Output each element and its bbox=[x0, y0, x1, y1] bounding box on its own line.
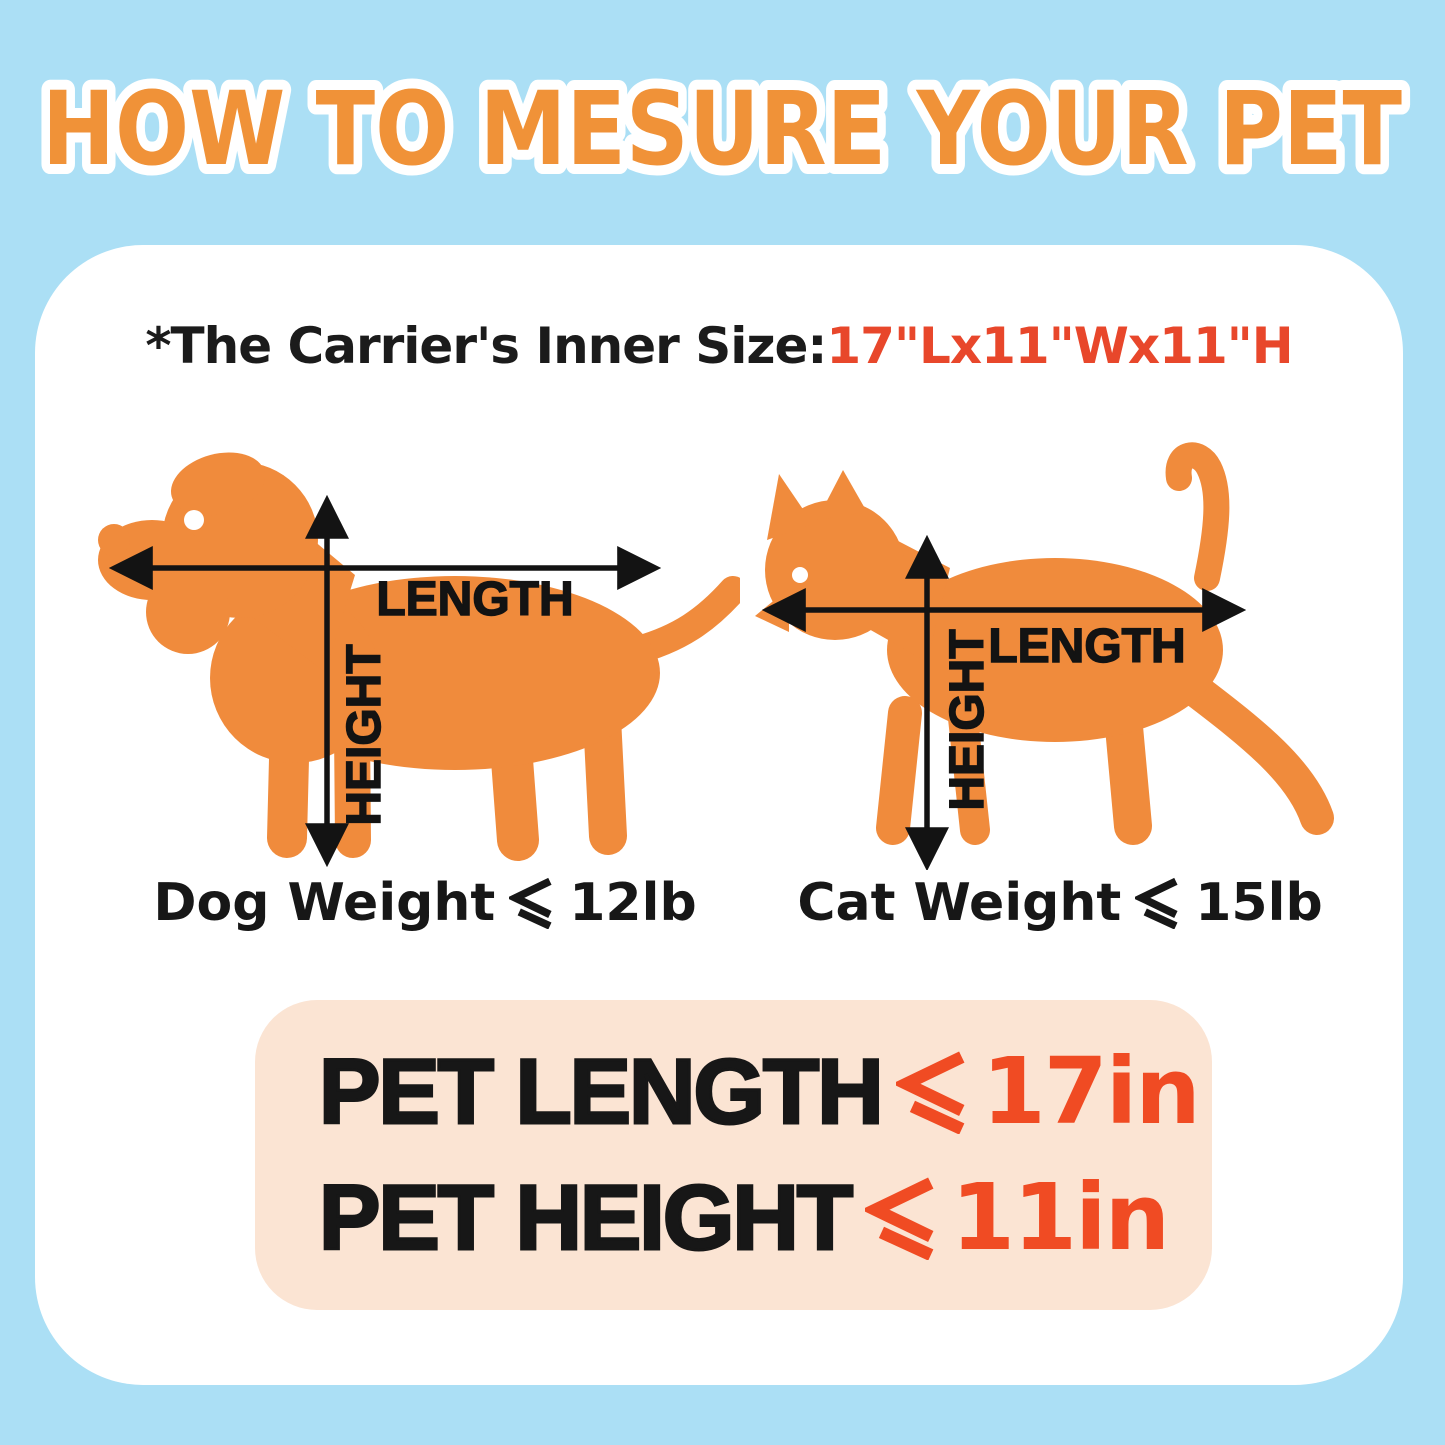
cat-height-label: HEIGHT bbox=[941, 629, 994, 810]
page-title-banner: HOW TO MESURE YOUR PET bbox=[32, 60, 1412, 199]
dog-measurement-diagram: LENGTH HEIGHT bbox=[98, 452, 740, 868]
dog-weight-label: Dog Weight bbox=[153, 873, 496, 933]
pet-limits-box: PET LENGTH 17in PET HEIGHT 11in bbox=[255, 1000, 1212, 1310]
dog-height-label: HEIGHT bbox=[338, 644, 391, 825]
cat-silhouette bbox=[755, 442, 1334, 845]
cat-length-label: LENGTH bbox=[988, 620, 1185, 673]
less-than-or-equal-icon bbox=[1135, 877, 1181, 929]
carrier-size-note: *The Carrier's Inner Size:17"Lx11"Wx11"H bbox=[35, 317, 1403, 375]
dog-figure: LENGTH HEIGHT bbox=[90, 440, 740, 870]
pet-length-limit-row: PET LENGTH 17in bbox=[318, 1038, 1212, 1145]
page-title: HOW TO MESURE YOUR PET bbox=[42, 70, 1402, 189]
dog-weight-caption: Dog Weight 12lb bbox=[105, 873, 745, 933]
carrier-size-value: 17"Lx11"Wx11"H bbox=[826, 317, 1293, 375]
content-card: *The Carrier's Inner Size:17"Lx11"Wx11"H bbox=[35, 245, 1403, 1385]
pet-length-value: 17in bbox=[981, 1038, 1201, 1145]
pet-height-label: PET HEIGHT bbox=[317, 1167, 854, 1269]
dog-length-label: LENGTH bbox=[376, 573, 573, 626]
cat-weight-value: 15lb bbox=[1195, 873, 1323, 933]
cat-measurement-diagram: LENGTH HEIGHT bbox=[755, 442, 1334, 870]
cat-figure: LENGTH HEIGHT bbox=[755, 420, 1365, 870]
carrier-size-label: *The Carrier's Inner Size: bbox=[145, 317, 827, 375]
pet-height-limit-row: PET HEIGHT 11in bbox=[317, 1164, 1212, 1271]
cat-eye bbox=[792, 567, 808, 583]
cat-weight-label: Cat Weight bbox=[797, 873, 1122, 933]
dog-weight-value: 12lb bbox=[569, 873, 697, 933]
pet-height-value: 11in bbox=[951, 1164, 1170, 1271]
cat-weight-caption: Cat Weight 15lb bbox=[735, 873, 1385, 933]
less-than-or-equal-icon bbox=[865, 1176, 939, 1260]
dog-eye bbox=[184, 510, 204, 530]
less-than-or-equal-icon bbox=[509, 877, 555, 929]
pet-length-label: PET LENGTH bbox=[318, 1041, 886, 1143]
dog-silhouette bbox=[98, 452, 740, 861]
less-than-or-equal-icon bbox=[895, 1050, 970, 1134]
